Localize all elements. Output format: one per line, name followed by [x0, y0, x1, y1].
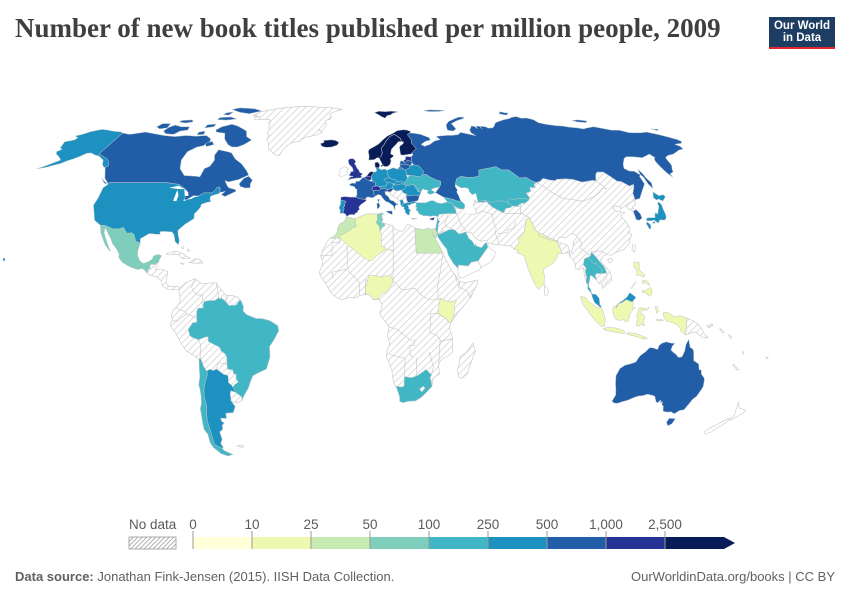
svg-text:100: 100: [418, 517, 441, 532]
svg-text:2,500: 2,500: [648, 517, 682, 532]
svg-text:50: 50: [362, 517, 377, 532]
svg-text:250: 250: [477, 517, 500, 532]
svg-text:0: 0: [189, 517, 197, 532]
svg-text:1,000: 1,000: [589, 517, 623, 532]
svg-text:No data: No data: [129, 517, 177, 532]
svg-text:500: 500: [536, 517, 559, 532]
svg-text:10: 10: [244, 517, 259, 532]
svg-text:25: 25: [303, 517, 318, 532]
